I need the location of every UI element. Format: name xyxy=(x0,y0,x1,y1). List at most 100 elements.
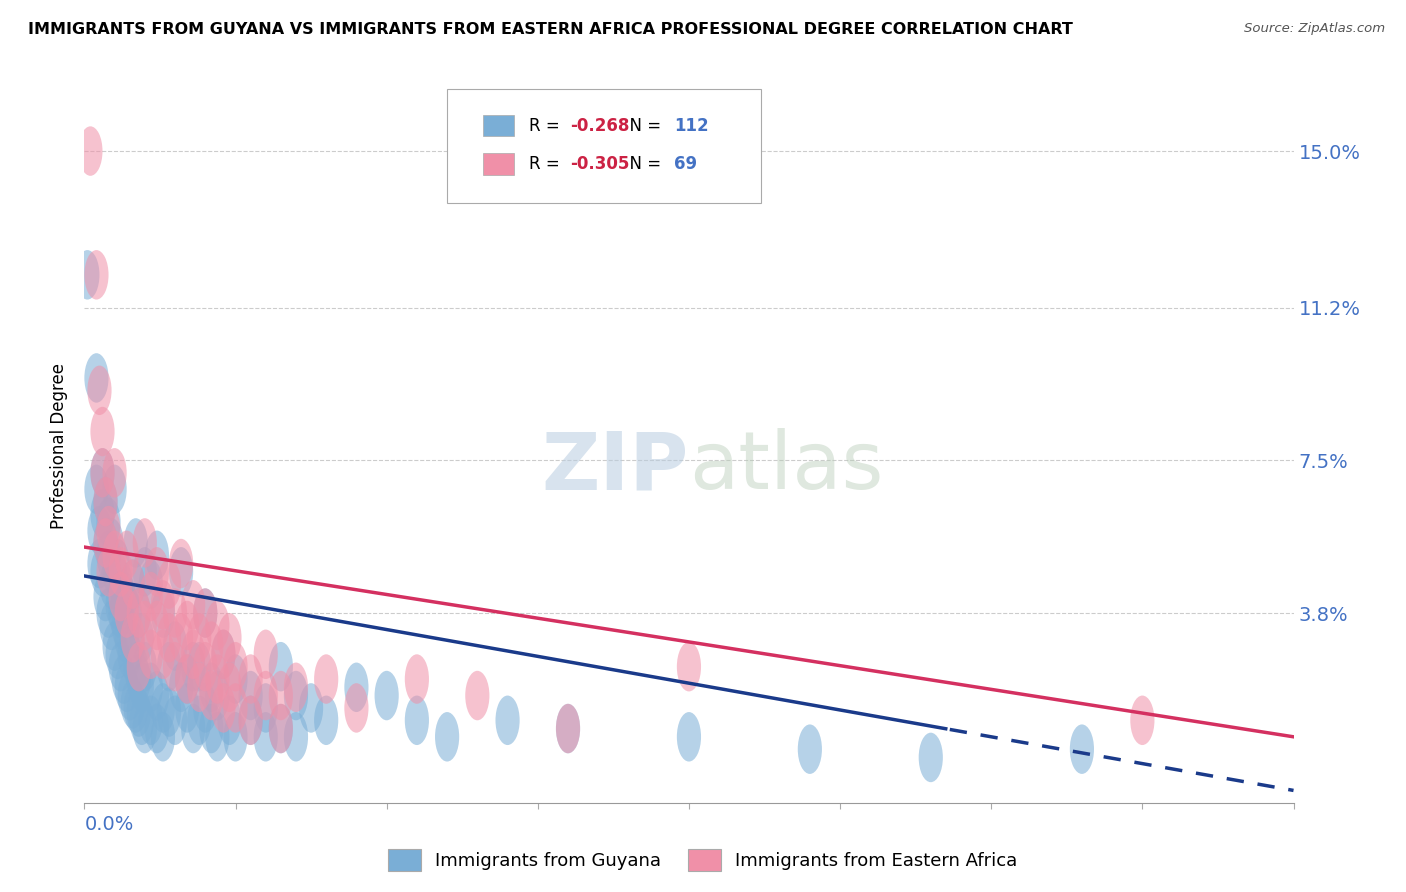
Ellipse shape xyxy=(163,589,187,638)
Ellipse shape xyxy=(200,663,224,712)
Ellipse shape xyxy=(145,671,169,721)
Ellipse shape xyxy=(87,506,111,556)
Ellipse shape xyxy=(150,630,176,679)
Ellipse shape xyxy=(163,622,187,671)
Ellipse shape xyxy=(103,448,127,498)
Ellipse shape xyxy=(145,704,169,754)
Ellipse shape xyxy=(105,580,129,630)
Ellipse shape xyxy=(79,127,103,176)
Ellipse shape xyxy=(187,696,211,745)
Ellipse shape xyxy=(465,671,489,721)
Ellipse shape xyxy=(224,712,247,762)
Ellipse shape xyxy=(93,518,118,567)
Ellipse shape xyxy=(132,547,157,597)
Ellipse shape xyxy=(169,547,193,597)
Ellipse shape xyxy=(157,559,181,609)
Text: Source: ZipAtlas.com: Source: ZipAtlas.com xyxy=(1244,22,1385,36)
Ellipse shape xyxy=(284,663,308,712)
Ellipse shape xyxy=(87,366,111,415)
Ellipse shape xyxy=(405,655,429,704)
Ellipse shape xyxy=(797,724,823,774)
Ellipse shape xyxy=(139,663,163,712)
Ellipse shape xyxy=(103,465,127,514)
Ellipse shape xyxy=(157,688,181,737)
Ellipse shape xyxy=(253,712,278,762)
Ellipse shape xyxy=(176,683,200,732)
Ellipse shape xyxy=(253,671,278,721)
Ellipse shape xyxy=(918,732,943,782)
Ellipse shape xyxy=(100,518,124,567)
Ellipse shape xyxy=(127,655,150,704)
Ellipse shape xyxy=(145,531,169,580)
Ellipse shape xyxy=(84,250,108,300)
Ellipse shape xyxy=(111,600,136,650)
Ellipse shape xyxy=(176,655,200,704)
Text: N =: N = xyxy=(619,155,666,173)
Ellipse shape xyxy=(434,712,460,762)
Ellipse shape xyxy=(115,589,139,638)
Ellipse shape xyxy=(224,642,247,691)
Text: ZIP: ZIP xyxy=(541,428,689,507)
Ellipse shape xyxy=(205,655,229,704)
Ellipse shape xyxy=(90,547,115,597)
Ellipse shape xyxy=(200,671,224,721)
Ellipse shape xyxy=(139,630,163,679)
Ellipse shape xyxy=(211,630,236,679)
Ellipse shape xyxy=(127,589,150,638)
Ellipse shape xyxy=(405,696,429,745)
Ellipse shape xyxy=(108,547,132,597)
Ellipse shape xyxy=(97,547,121,597)
Ellipse shape xyxy=(218,613,242,663)
Ellipse shape xyxy=(169,613,193,663)
Ellipse shape xyxy=(344,683,368,732)
Ellipse shape xyxy=(176,655,200,704)
Ellipse shape xyxy=(187,642,211,691)
Ellipse shape xyxy=(132,642,157,691)
Ellipse shape xyxy=(129,663,153,712)
Ellipse shape xyxy=(344,663,368,712)
Ellipse shape xyxy=(100,600,124,650)
Ellipse shape xyxy=(218,663,242,712)
Ellipse shape xyxy=(193,642,218,691)
Ellipse shape xyxy=(205,712,229,762)
FancyBboxPatch shape xyxy=(484,115,513,136)
Ellipse shape xyxy=(253,683,278,732)
Text: 0.0%: 0.0% xyxy=(84,815,134,834)
Ellipse shape xyxy=(187,663,211,712)
Ellipse shape xyxy=(253,630,278,679)
Ellipse shape xyxy=(93,477,118,526)
Ellipse shape xyxy=(121,622,145,671)
Ellipse shape xyxy=(676,712,702,762)
Text: -0.268: -0.268 xyxy=(571,117,630,135)
Ellipse shape xyxy=(121,613,145,663)
Ellipse shape xyxy=(97,589,121,638)
Ellipse shape xyxy=(93,477,118,526)
Ellipse shape xyxy=(150,580,176,630)
Ellipse shape xyxy=(1070,724,1094,774)
Ellipse shape xyxy=(193,589,218,638)
Ellipse shape xyxy=(676,642,702,691)
Y-axis label: Professional Degree: Professional Degree xyxy=(51,363,69,529)
Ellipse shape xyxy=(115,613,139,663)
Ellipse shape xyxy=(76,250,100,300)
Ellipse shape xyxy=(163,642,187,691)
Ellipse shape xyxy=(145,547,169,597)
Ellipse shape xyxy=(239,696,263,745)
Ellipse shape xyxy=(187,613,211,663)
Ellipse shape xyxy=(115,580,139,630)
Ellipse shape xyxy=(124,683,148,732)
Ellipse shape xyxy=(93,572,118,622)
Ellipse shape xyxy=(127,642,150,691)
Ellipse shape xyxy=(97,498,121,547)
Ellipse shape xyxy=(181,642,205,691)
Ellipse shape xyxy=(108,642,132,691)
Text: IMMIGRANTS FROM GUYANA VS IMMIGRANTS FROM EASTERN AFRICA PROFESSIONAL DEGREE COR: IMMIGRANTS FROM GUYANA VS IMMIGRANTS FRO… xyxy=(28,22,1073,37)
Text: R =: R = xyxy=(529,155,565,173)
Ellipse shape xyxy=(169,663,193,712)
Ellipse shape xyxy=(129,696,153,745)
Ellipse shape xyxy=(118,589,142,638)
Ellipse shape xyxy=(218,696,242,745)
Ellipse shape xyxy=(314,696,339,745)
Ellipse shape xyxy=(139,696,163,745)
Ellipse shape xyxy=(90,448,115,498)
